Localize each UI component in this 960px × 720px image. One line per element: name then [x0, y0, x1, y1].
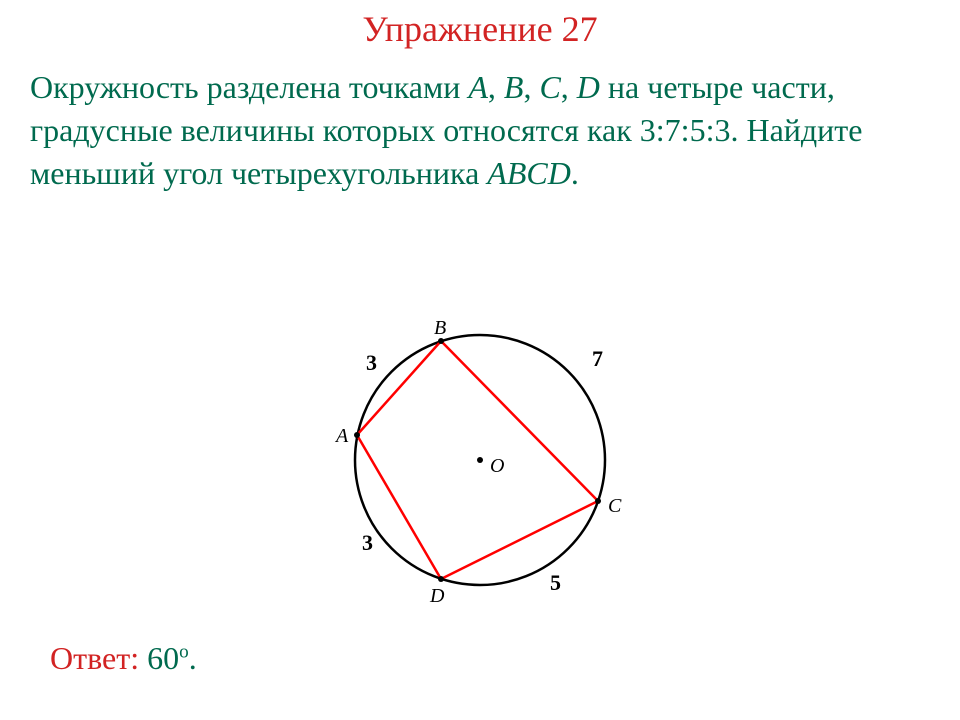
exercise-title: Упражнение 27	[0, 8, 960, 50]
svg-text:B: B	[434, 317, 446, 339]
diagram: O A B C D 3 7 5 3	[310, 290, 650, 630]
quad-name: ABCD	[487, 155, 571, 191]
svg-text:O: O	[490, 455, 504, 477]
svg-text:3: 3	[362, 530, 373, 555]
point-B: B	[504, 69, 524, 105]
svg-text:5: 5	[550, 570, 561, 595]
svg-text:7: 7	[592, 346, 603, 371]
answer-label: Ответ:	[50, 640, 139, 676]
answer-block: Ответ: 60о.	[50, 640, 197, 677]
problem-statement: Окружность разделена точками A, B, C, D …	[30, 66, 930, 196]
problem-period: .	[571, 155, 579, 191]
sep-2: ,	[561, 69, 577, 105]
point-A: A	[468, 69, 488, 105]
diagram-svg: O A B C D 3 7 5 3	[310, 290, 650, 630]
answer-value: 60	[147, 640, 179, 676]
answer-degree: о	[179, 641, 189, 662]
answer-value-wrap: 60о.	[147, 640, 197, 676]
problem-prefix: Окружность разделена точками	[30, 69, 468, 105]
point-D: D	[577, 69, 600, 105]
sep-1: ,	[523, 69, 539, 105]
svg-text:3: 3	[366, 350, 377, 375]
svg-text:A: A	[334, 425, 349, 447]
title-text: Упражнение 27	[362, 9, 597, 49]
svg-text:D: D	[429, 585, 445, 607]
point-C: C	[539, 69, 560, 105]
svg-text:C: C	[608, 495, 622, 517]
answer-tail: .	[189, 640, 197, 676]
sep-0: ,	[488, 69, 504, 105]
